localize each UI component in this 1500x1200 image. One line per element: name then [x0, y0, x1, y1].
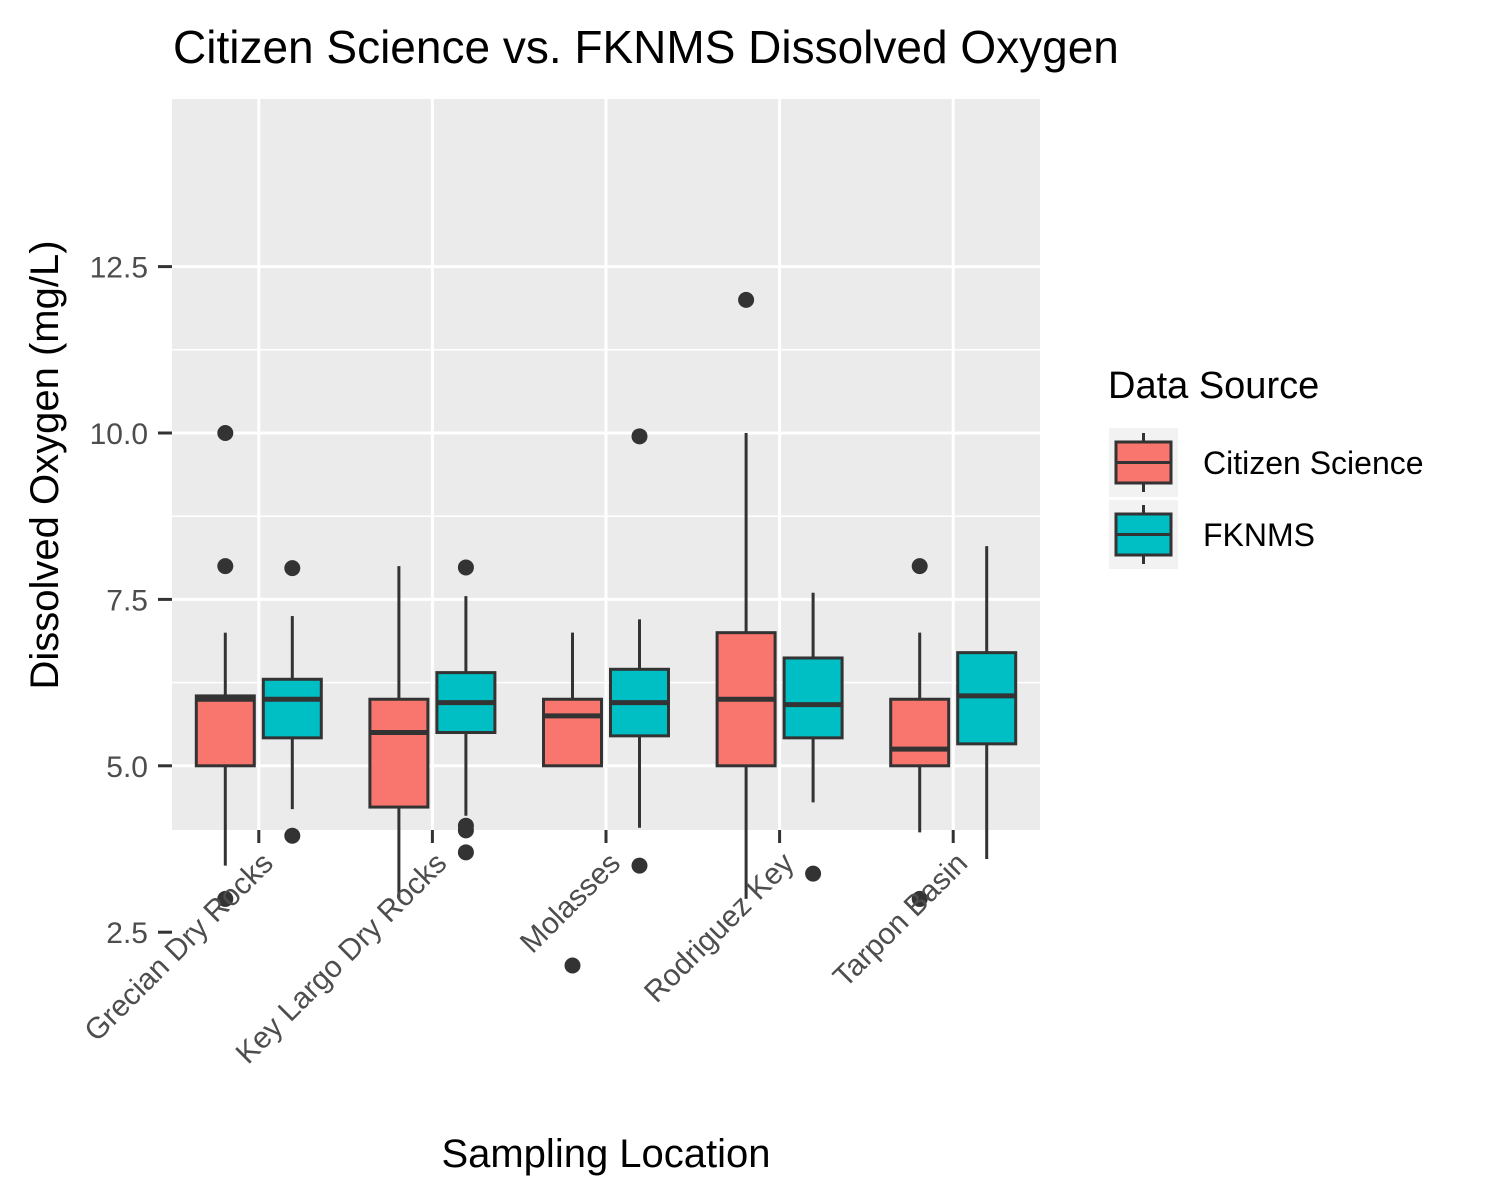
legend-item-citizen-science: Citizen Science [1109, 428, 1424, 497]
x-axis-title: Sampling Location [441, 1132, 770, 1176]
y-axis-title: Dissolved Oxygen (mg/L) [23, 240, 67, 689]
outlier-point [457, 822, 474, 839]
x-tick-label: Molasses [514, 847, 627, 960]
legend-label: FKNMS [1203, 517, 1315, 553]
box-iqr [782, 656, 844, 740]
y-tick-label: 7.5 [106, 584, 148, 617]
box-citizen-science [194, 425, 256, 907]
box-citizen-science [542, 632, 603, 974]
major-gridlines [172, 99, 1040, 934]
outlier-point [284, 560, 301, 577]
y-axis: 2.5 5.0 7.5 10.0 12.5 [90, 252, 172, 950]
outlier-point [911, 558, 928, 575]
box-iqr [261, 677, 323, 740]
box-iqr [194, 694, 256, 768]
box-citizen-science [715, 291, 777, 899]
outlier-point [631, 428, 648, 445]
outlier-point [217, 890, 234, 907]
outlier-point [457, 559, 474, 576]
box-fknms [261, 560, 323, 844]
legend-label: Citizen Science [1203, 445, 1424, 481]
y-tick-label: 12.5 [90, 252, 148, 285]
outlier-point [911, 890, 928, 907]
box-fknms [435, 559, 497, 861]
legend-title: Data Source [1108, 365, 1319, 407]
box-fknms [609, 428, 670, 874]
legend: Data Source Citizen Science FKNMS [1108, 365, 1424, 569]
chart-title: Citizen Science vs. FKNMS Dissolved Oxyg… [173, 21, 1119, 73]
outlier-point [738, 291, 755, 308]
box-fknms [956, 546, 1018, 859]
x-tick-label: Rodriguez Key [638, 847, 800, 1009]
box-iqr [542, 697, 603, 768]
outlier-point [805, 865, 822, 882]
legend-item-fknms: FKNMS [1109, 500, 1315, 569]
outlier-point [217, 425, 234, 441]
outlier-point [564, 957, 581, 974]
outlier-point [631, 857, 648, 874]
box-iqr [889, 697, 951, 768]
box-citizen-science [368, 566, 430, 899]
box-fknms [782, 592, 844, 882]
y-tick-label: 5.0 [106, 751, 148, 784]
outlier-point [217, 558, 234, 575]
outlier-point [457, 844, 474, 861]
box-citizen-science [889, 558, 951, 907]
outlier-point [284, 827, 301, 844]
boxes-layer [194, 291, 1018, 974]
box-iqr [368, 697, 430, 809]
x-tick-label: Tarpon Basin [827, 847, 974, 994]
y-tick-label: 2.5 [106, 917, 148, 950]
y-tick-label: 10.0 [90, 418, 148, 451]
